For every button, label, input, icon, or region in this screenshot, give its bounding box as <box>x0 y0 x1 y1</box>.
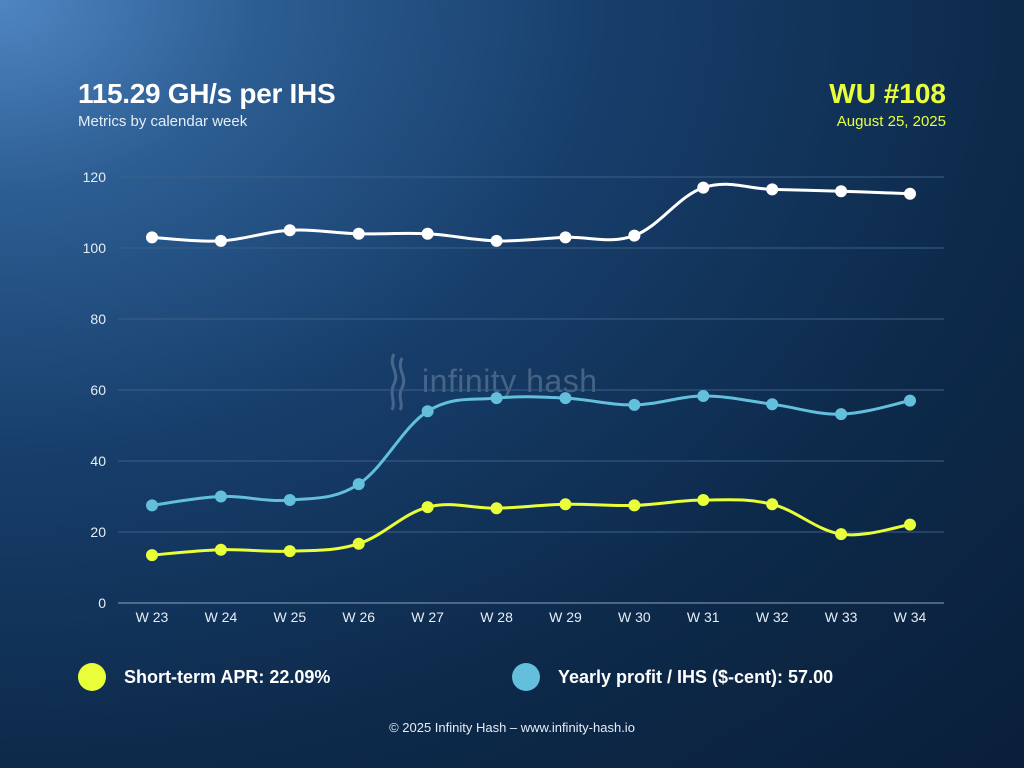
data-point-apr-w25 <box>283 545 296 558</box>
data-point-hashrate-w27 <box>421 227 434 240</box>
y-tick-label: 100 <box>83 240 107 256</box>
legend-swatch-apr <box>78 663 106 691</box>
infinity-hash-logo-icon <box>390 353 406 411</box>
x-tick-label: W 31 <box>687 609 720 625</box>
report-date: August 25, 2025 <box>836 113 946 130</box>
data-point-apr-w24 <box>214 543 227 556</box>
page-title: 115.29 GH/s per IHS <box>78 78 336 109</box>
data-point-profit-w32 <box>766 398 779 411</box>
data-point-hashrate-w32 <box>766 183 779 196</box>
watermark: infinity hash <box>386 350 597 412</box>
page-subtitle: Metrics by calendar week <box>78 113 248 130</box>
data-point-profit-w27 <box>421 405 434 418</box>
legend-swatch-profit <box>512 663 540 691</box>
data-point-profit-w31 <box>697 390 710 403</box>
legend-item-apr: Short-term APR: 22.09% <box>78 662 330 692</box>
data-point-apr-w31 <box>697 494 710 507</box>
x-tick-label: W 30 <box>618 609 651 625</box>
series-line-profit <box>151 394 911 507</box>
data-point-profit-w33 <box>835 408 848 421</box>
x-tick-label: W 27 <box>411 609 444 625</box>
x-tick-label: W 25 <box>273 609 306 625</box>
data-point-profit-w25 <box>283 494 296 507</box>
grid-layer <box>118 176 944 604</box>
data-point-hashrate-w31 <box>697 181 710 194</box>
x-tick-label: W 26 <box>342 609 375 625</box>
data-point-profit-w23 <box>146 499 158 512</box>
data-point-profit-w24 <box>214 490 227 503</box>
x-tick-label: W 29 <box>549 609 582 625</box>
x-tick-label: W 32 <box>756 609 789 625</box>
x-tick-label: W 23 <box>136 609 169 625</box>
watermark-text: infinity hash <box>422 362 598 399</box>
y-tick-label: 20 <box>90 524 106 540</box>
x-tick-label: W 33 <box>825 609 858 625</box>
data-point-apr-w26 <box>352 537 365 550</box>
data-point-profit-w30 <box>628 398 641 411</box>
y-tick-label: 60 <box>90 382 106 398</box>
data-point-hashrate-w24 <box>214 234 227 247</box>
x-tick-label: W 24 <box>205 609 238 625</box>
data-point-profit-w29 <box>559 392 572 405</box>
y-tick-label: 0 <box>98 595 106 611</box>
wu-label: WU #108 <box>829 78 946 109</box>
y-tick-label: 80 <box>90 311 106 327</box>
legend-label-apr: Short-term APR: 22.09% <box>124 666 331 687</box>
x-tick-label: W 34 <box>894 609 927 625</box>
data-point-hashrate-w25 <box>283 224 296 237</box>
axis-layer: 0 20 40 60 80 100 120 W 23 W 24 W 25 W 26 W 27 W 28 W… <box>83 169 927 625</box>
data-point-hashrate-w28 <box>490 234 503 247</box>
y-tick-label: 40 <box>90 453 106 469</box>
data-point-apr-w30 <box>628 499 641 512</box>
series-line-hashrate <box>151 182 911 243</box>
data-point-hashrate-w30 <box>628 229 641 242</box>
data-point-hashrate-w26 <box>352 227 365 240</box>
data-point-apr-w33 <box>835 528 848 541</box>
data-point-hashrate-w33 <box>835 185 848 198</box>
legend-item-profit: Yearly profit / IHS ($-cent): 57.00 <box>512 662 833 692</box>
data-point-apr-w34 <box>904 518 916 531</box>
y-tick-label: 120 <box>83 169 107 185</box>
data-point-profit-w34 <box>904 394 916 407</box>
data-point-profit-w28 <box>490 392 503 405</box>
data-point-hashrate-w29 <box>559 231 572 244</box>
data-point-apr-w27 <box>421 501 434 514</box>
data-point-hashrate-w23 <box>146 231 158 244</box>
data-point-profit-w26 <box>352 478 365 491</box>
series-line-apr <box>151 498 911 557</box>
data-point-apr-w29 <box>559 498 572 511</box>
data-point-hashrate-w34 <box>904 187 916 200</box>
legend-label-profit: Yearly profit / IHS ($-cent): 57.00 <box>558 666 834 687</box>
data-point-apr-w28 <box>490 502 503 515</box>
footer-copyright: © 2025 Infinity Hash – www.infinity-hash… <box>389 720 635 735</box>
data-point-apr-w23 <box>146 549 158 562</box>
x-tick-label: W 28 <box>480 609 513 625</box>
data-point-apr-w32 <box>766 498 779 511</box>
series-layer <box>146 181 916 562</box>
